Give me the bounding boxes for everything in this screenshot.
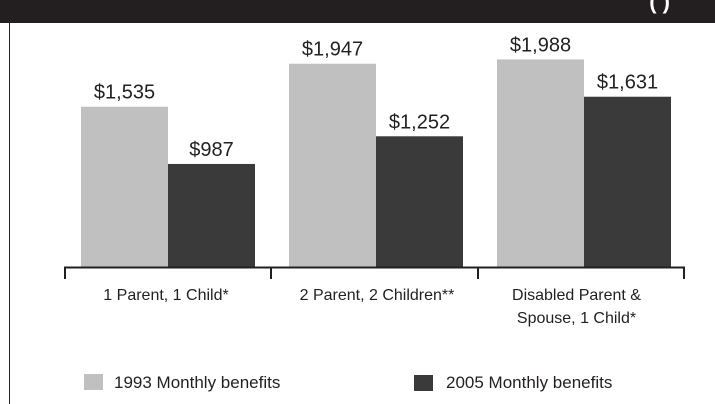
bar-1993 <box>497 59 584 267</box>
legend-swatch-2005 <box>414 375 433 391</box>
bars <box>81 59 671 267</box>
data-label: $987 <box>189 139 234 161</box>
bar-2005 <box>168 163 255 267</box>
legend-swatch-1993 <box>84 374 103 390</box>
chart-title: ( ) <box>649 0 670 14</box>
data-label: $1,535 <box>94 82 155 104</box>
data-label: $1,631 <box>597 72 658 94</box>
data-label: $1,947 <box>302 39 363 61</box>
title-band: ( ) <box>0 0 715 23</box>
bar-2005 <box>376 136 463 267</box>
legend-label-2005: 2005 Monthly benefits <box>446 373 613 392</box>
legend-item-2005: 2005 Monthly benefits <box>414 372 644 394</box>
bar-1993 <box>81 106 168 267</box>
left-border <box>9 23 10 404</box>
category-label: Disabled Parent & Spouse, 1 Child* <box>512 287 641 327</box>
data-labels: $1,535 $1,947 $1,988 $987 $1,252 $1,631 <box>94 34 658 161</box>
legend-item-1993: 1993 Monthly benefits <box>84 372 314 394</box>
bar-2005 <box>584 96 671 267</box>
category-label: 2 Parent, 2 Children** <box>299 287 455 304</box>
data-label: $1,252 <box>389 111 450 133</box>
legend-label-1993: 1993 Monthly benefits <box>114 373 281 392</box>
category-label: 1 Parent, 1 Child* <box>103 287 229 304</box>
bar-1993 <box>289 63 376 267</box>
x-axis <box>64 266 685 279</box>
data-label: $1,988 <box>510 34 571 56</box>
